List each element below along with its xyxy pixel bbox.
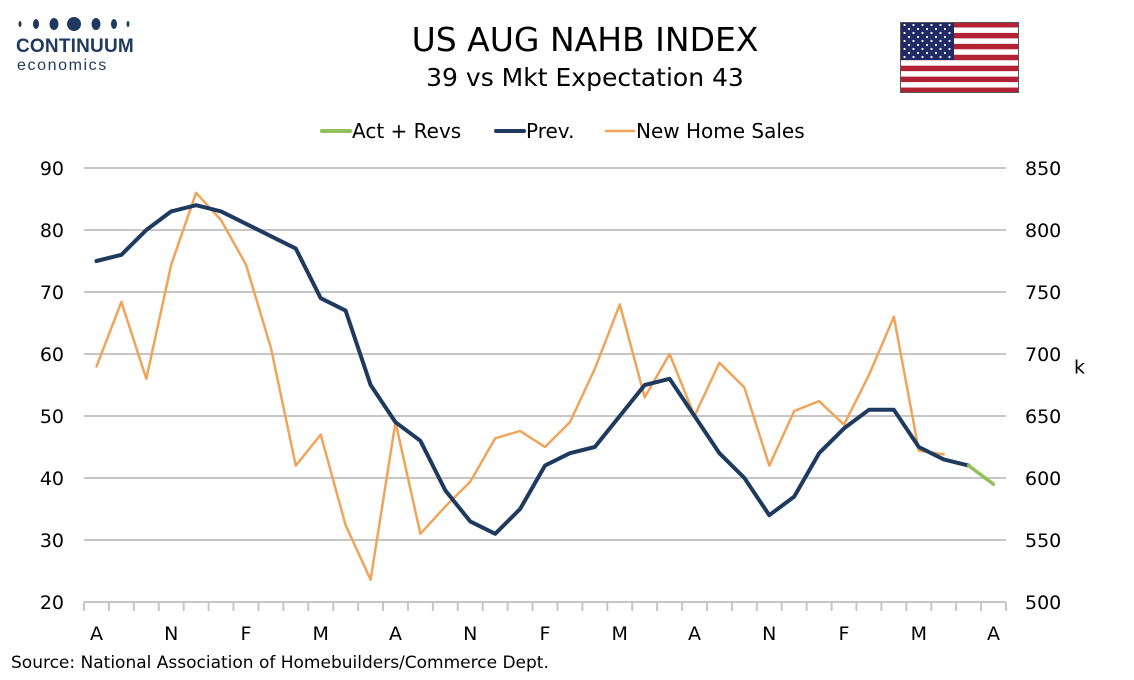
legend-label: Prev. — [526, 119, 574, 143]
logo-brand: CONTINUUM — [16, 36, 134, 57]
continuum-logo: CONTINUUM economics — [10, 12, 135, 77]
logo-dots-icon — [18, 17, 130, 31]
x-tick-label: N — [762, 623, 776, 645]
y-left-tick-label: 50 — [40, 406, 64, 428]
series-line-act-revs — [966, 463, 996, 486]
series-line-new-home-sales — [95, 191, 945, 581]
y-right-tick-label: 700 — [1025, 344, 1061, 366]
x-tick-label: M — [612, 623, 628, 645]
axes: 20 30 40 50 60 70 80 90 500 550 600 650 700 750 800 850… — [40, 158, 1085, 645]
source-note: Source: National Association of Homebuil… — [11, 653, 549, 673]
x-tick-label: A — [987, 623, 1000, 645]
y-right-tick-label: 650 — [1025, 406, 1061, 428]
series-line-prev — [94, 203, 971, 536]
y-right-tick-label: 800 — [1025, 220, 1061, 242]
legend-label: Act + Revs — [352, 119, 461, 143]
gridlines — [84, 167, 1006, 541]
us-flag-icon — [900, 22, 1019, 93]
legend-label: New Home Sales — [636, 119, 805, 143]
chart-title: US AUG NAHB INDEX — [411, 20, 759, 59]
x-tick-label: A — [389, 623, 402, 645]
logo-brand-sub: economics — [17, 57, 108, 74]
series-lines — [94, 191, 996, 581]
x-tick-label: F — [540, 623, 551, 645]
legend-item: Act + Revs — [320, 119, 461, 143]
y-left-tick-label: 20 — [40, 592, 64, 614]
legend: Act + Revs Prev. New Home Sales — [320, 119, 805, 143]
y-left-tick-label: 60 — [40, 344, 64, 366]
x-tick-label: A — [90, 623, 103, 645]
legend-item: Prev. — [494, 119, 574, 143]
x-tick-label: N — [164, 623, 178, 645]
y-right-tick-label: 600 — [1025, 468, 1061, 490]
y-right-axis-label: k — [1074, 357, 1085, 379]
x-tick-label: N — [463, 623, 477, 645]
y-left-tick-label: 80 — [40, 220, 64, 242]
x-tick-label: F — [839, 623, 850, 645]
x-tick-label: M — [911, 623, 927, 645]
legend-item: New Home Sales — [604, 119, 805, 143]
y-right-tick-label: 550 — [1025, 530, 1061, 552]
y-right-tick-label: 850 — [1025, 158, 1061, 180]
x-tick-label: F — [241, 623, 252, 645]
y-left-tick-label: 70 — [40, 282, 64, 304]
x-tick-label: A — [688, 623, 701, 645]
y-left-tick-label: 40 — [40, 468, 64, 490]
y-left-tick-label: 90 — [40, 158, 64, 180]
y-right-tick-label: 750 — [1025, 282, 1061, 304]
y-right-tick-label: 500 — [1025, 592, 1061, 614]
y-left-tick-label: 30 — [40, 530, 64, 552]
x-tick-label: M — [313, 623, 329, 645]
chart-subtitle: 39 vs Mkt Expectation 43 — [426, 63, 744, 92]
